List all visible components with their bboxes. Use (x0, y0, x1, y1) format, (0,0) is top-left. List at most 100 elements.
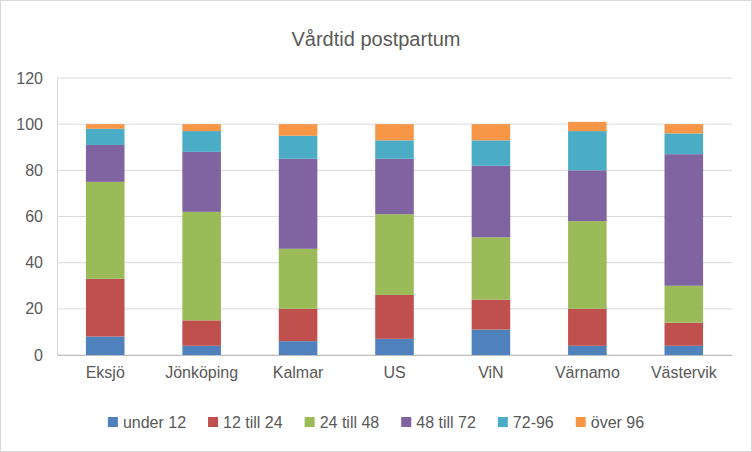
y-tick-label: 40 (25, 254, 43, 271)
legend-item: 48 till 72 (401, 414, 476, 431)
bar-segment (665, 323, 704, 346)
x-tick: Värnamo (555, 355, 620, 381)
bar-segment (279, 341, 318, 355)
bar-segment (86, 129, 125, 145)
bar-segment (375, 214, 414, 295)
x-tick-label: Värnamo (555, 364, 620, 381)
y-tick: 120 (16, 70, 57, 87)
legend-item: 12 till 24 (208, 414, 283, 431)
bar-segment (182, 320, 221, 345)
bar-segment (182, 124, 221, 131)
x-tick: ViN (478, 355, 504, 381)
y-tick-label: 100 (16, 116, 43, 133)
bar-segment (182, 212, 221, 320)
legend-label: 12 till 24 (223, 414, 283, 431)
y-tick: 60 (25, 208, 57, 225)
x-tick-label: Jönköping (165, 364, 238, 381)
x-tick: Eksjö (86, 355, 125, 381)
bar-segment (472, 330, 511, 355)
legend-swatch (208, 417, 218, 427)
bar-segment (279, 136, 318, 159)
bar-segment (86, 145, 125, 182)
legend-swatch (401, 417, 411, 427)
legend-swatch (305, 417, 315, 427)
legend-label: 72-96 (513, 414, 554, 431)
y-tick: 80 (25, 162, 57, 179)
bar-segment (665, 154, 704, 286)
bar-segment (472, 140, 511, 165)
bar-segment (472, 124, 511, 140)
bar-segment (568, 309, 607, 346)
y-tick-label: 20 (25, 300, 43, 317)
y-tick-label: 60 (25, 208, 43, 225)
bar-segment (568, 122, 607, 131)
bar-segment (665, 346, 704, 355)
y-tick: 40 (25, 254, 57, 271)
bar-segment (279, 124, 318, 136)
grid-line (57, 78, 732, 79)
legend-item: 72-96 (498, 414, 554, 431)
bar-segment (665, 286, 704, 323)
legend-label: 24 till 48 (320, 414, 380, 431)
x-tick-label: US (383, 364, 405, 381)
grid (57, 78, 732, 355)
y-tick: 100 (16, 116, 57, 133)
y-axis: 0 20 40 60 80 100 120 (16, 70, 57, 364)
x-tick: Västervik (651, 355, 718, 381)
bar-segment (86, 182, 125, 279)
bar-segment (86, 279, 125, 337)
y-tick-label: 0 (34, 347, 43, 364)
legend: under 12 12 till 24 24 till 48 48 till 72 72… (108, 414, 644, 431)
bars (86, 122, 703, 355)
bar-segment (279, 309, 318, 341)
plot-area: 0 20 40 60 80 100 120 Eksjö Jönköping Kalmar US ViN… (16, 70, 732, 382)
x-tick: US (383, 355, 405, 381)
x-axis-line (58, 355, 733, 356)
legend-label: under 12 (123, 414, 186, 431)
bar-segment (472, 166, 511, 238)
x-axis: Eksjö Jönköping Kalmar US ViN Värnamo Västervi… (58, 355, 733, 381)
bar-segment (568, 221, 607, 309)
bar-segment (472, 237, 511, 299)
y-tick-label: 120 (16, 70, 43, 87)
bar-segment (568, 131, 607, 170)
bar-segment (279, 159, 318, 249)
y-tick: 0 (34, 347, 57, 364)
bar-segment (568, 346, 607, 355)
y-tick-label: 80 (25, 162, 43, 179)
legend-swatch (576, 417, 586, 427)
bar-segment (568, 170, 607, 221)
x-tick: Kalmar (273, 355, 324, 381)
legend-label: över 96 (591, 414, 644, 431)
chart: Vårdtid postpartum 0 20 40 60 80 100 120 Eksjö Jö… (0, 0, 752, 452)
legend-item: över 96 (576, 414, 644, 431)
bar-segment (182, 152, 221, 212)
bar-segment (86, 337, 125, 355)
legend-item: 24 till 48 (305, 414, 380, 431)
bar-segment (182, 346, 221, 355)
bar-segment (665, 133, 704, 154)
chart-border (1, 1, 752, 452)
legend-swatch (108, 417, 118, 427)
legend-swatch (498, 417, 508, 427)
bar-segment (375, 159, 414, 214)
x-tick: Jönköping (165, 355, 238, 381)
x-tick-label: ViN (478, 364, 504, 381)
bar-segment (182, 131, 221, 152)
y-tick: 20 (25, 300, 57, 317)
x-tick-label: Eksjö (86, 364, 125, 381)
bar-segment (86, 124, 125, 129)
bar-segment (375, 339, 414, 355)
bar-segment (665, 124, 704, 133)
legend-label: 48 till 72 (416, 414, 476, 431)
bar-segment (375, 140, 414, 158)
bar-segment (375, 124, 414, 140)
x-tick-label: Västervik (651, 364, 718, 381)
legend-item: under 12 (108, 414, 186, 431)
bar-segment (472, 300, 511, 330)
chart-title: Vårdtid postpartum (292, 28, 461, 50)
x-tick-label: Kalmar (273, 364, 324, 381)
y-axis-line (57, 79, 58, 356)
bar-segment (279, 249, 318, 309)
bar-segment (375, 295, 414, 339)
